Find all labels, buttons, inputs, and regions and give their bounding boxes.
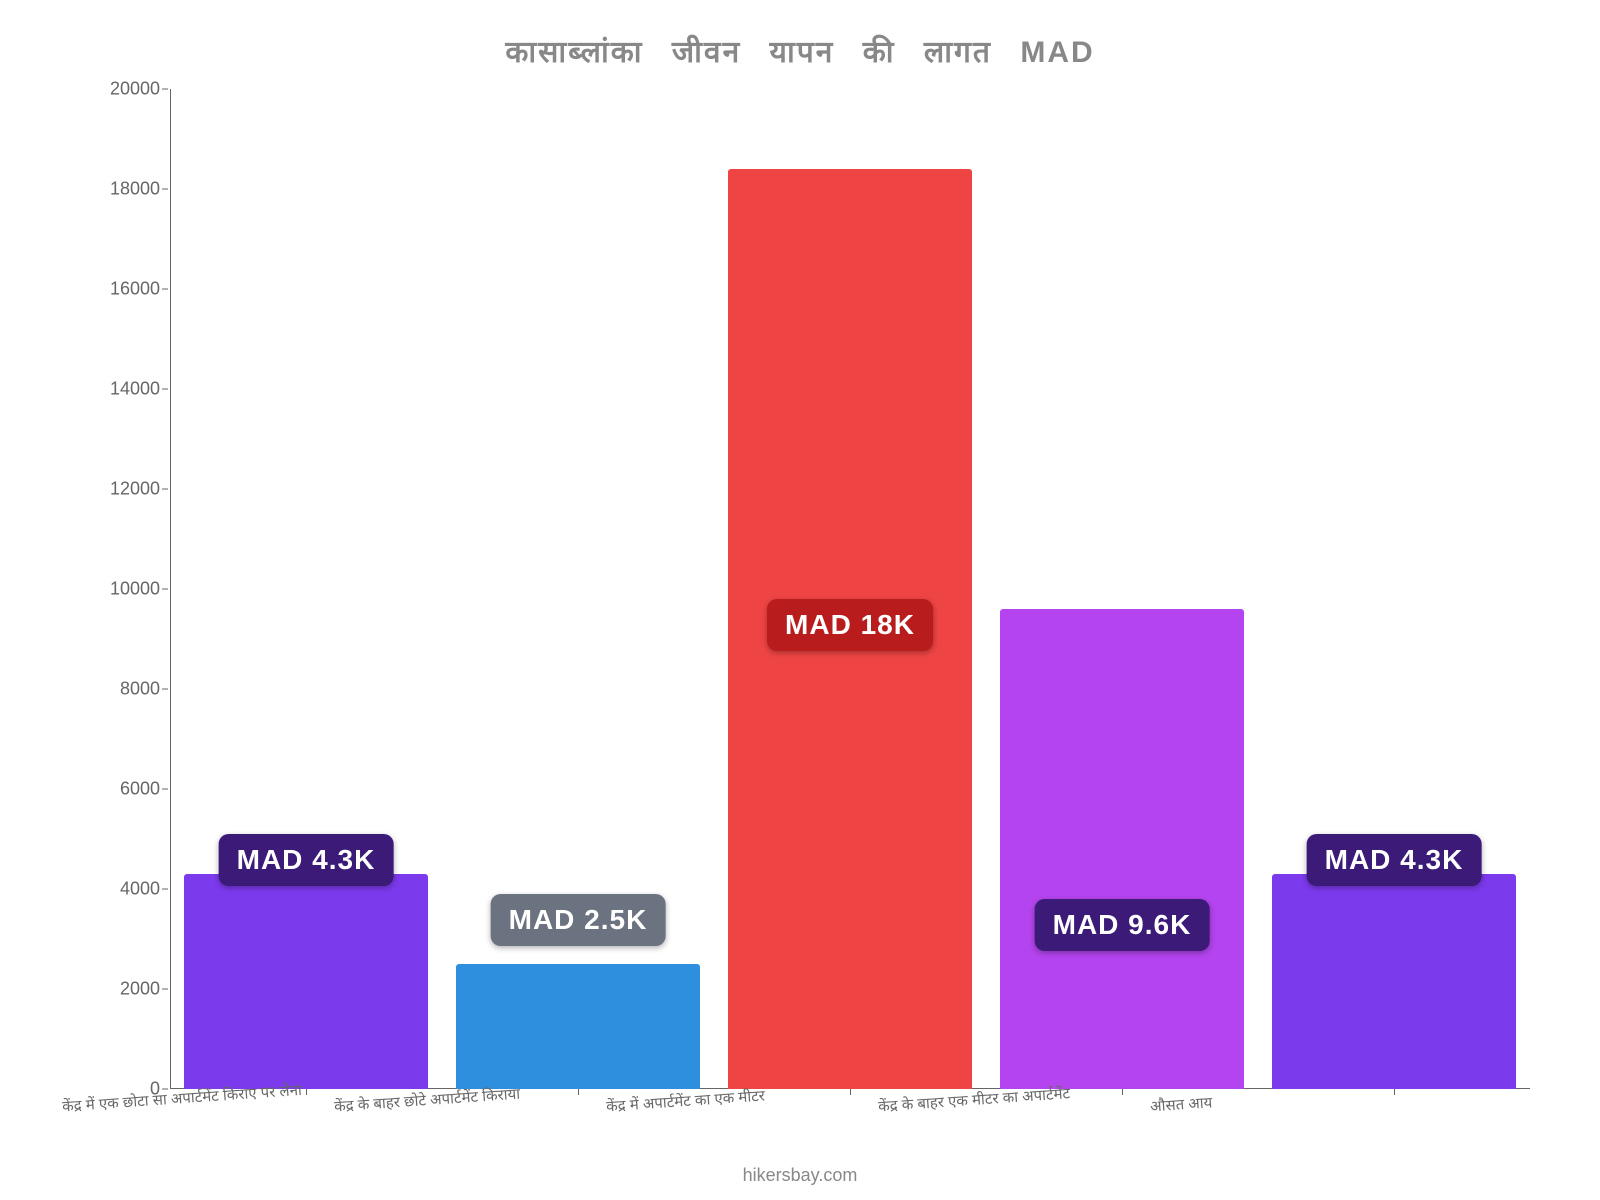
bars-container: MAD 4.3KMAD 2.5KMAD 18KMAD 9.6KMAD 4.3K bbox=[170, 89, 1530, 1089]
bar-value-badge: MAD 4.3K bbox=[219, 834, 394, 886]
y-tick-label: 16000 bbox=[100, 279, 160, 300]
bar-value-badge: MAD 9.6K bbox=[1035, 899, 1210, 951]
bar-slot: MAD 2.5K bbox=[442, 89, 714, 1089]
y-tick-label: 12000 bbox=[100, 479, 160, 500]
bar: MAD 18K bbox=[728, 169, 973, 1089]
bar: MAD 4.3K bbox=[1272, 874, 1517, 1089]
y-tick-label: 2000 bbox=[100, 979, 160, 1000]
chart-title: कासाब्लांका जीवन यापन की लागत MAD bbox=[40, 30, 1560, 71]
bar: MAD 2.5K bbox=[456, 964, 701, 1089]
bar-slot: MAD 18K bbox=[714, 89, 986, 1089]
footer-attribution: hikersbay.com bbox=[0, 1165, 1600, 1186]
y-tick-label: 18000 bbox=[100, 179, 160, 200]
y-tick-label: 10000 bbox=[100, 579, 160, 600]
y-tick-label: 8000 bbox=[100, 679, 160, 700]
bar-slot: MAD 4.3K bbox=[170, 89, 442, 1089]
x-labels-container: केंद्र में एक छोटा सा अपार्टमेंट किराए प… bbox=[170, 1089, 1530, 1109]
bar: MAD 9.6K bbox=[1000, 609, 1245, 1089]
y-tick-label: 14000 bbox=[100, 379, 160, 400]
plot-area: 0200040006000800010000120001400016000180… bbox=[110, 89, 1530, 1089]
bar: MAD 4.3K bbox=[184, 874, 429, 1089]
bar-slot: MAD 4.3K bbox=[1258, 89, 1530, 1089]
chart-container: कासाब्लांका जीवन यापन की लागत MAD 020004… bbox=[0, 0, 1600, 1200]
bar-value-badge: MAD 18K bbox=[767, 599, 933, 651]
y-tick-label: 6000 bbox=[100, 779, 160, 800]
y-axis: 0200040006000800010000120001400016000180… bbox=[100, 89, 160, 1089]
bar-value-badge: MAD 4.3K bbox=[1307, 834, 1482, 886]
y-tick-label: 4000 bbox=[100, 879, 160, 900]
y-tick-label: 20000 bbox=[100, 79, 160, 100]
bar-slot: MAD 9.6K bbox=[986, 89, 1258, 1089]
bar-value-badge: MAD 2.5K bbox=[491, 894, 666, 946]
